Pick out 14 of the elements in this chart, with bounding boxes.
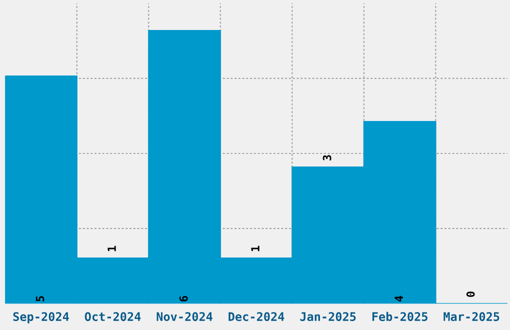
x-tick-label: Jan-2025 <box>300 312 356 322</box>
data-label: 0 <box>466 292 475 297</box>
x-tick-label: Oct-2024 <box>84 312 141 322</box>
data-label: 4 <box>394 296 403 302</box>
x-tick-label: Dec-2024 <box>228 312 284 322</box>
x-tick-label: Mar-2025 <box>444 312 500 322</box>
data-label: 1 <box>108 246 116 252</box>
data-label: 6 <box>179 296 188 302</box>
data-label: 3 <box>322 155 332 160</box>
data-label: 1 <box>251 246 260 252</box>
x-tick-label: Nov-2024 <box>156 312 212 322</box>
x-tick-label: Feb-2025 <box>372 312 428 322</box>
x-tick-label: Sep-2024 <box>13 312 69 324</box>
data-label: 5 <box>36 296 44 302</box>
